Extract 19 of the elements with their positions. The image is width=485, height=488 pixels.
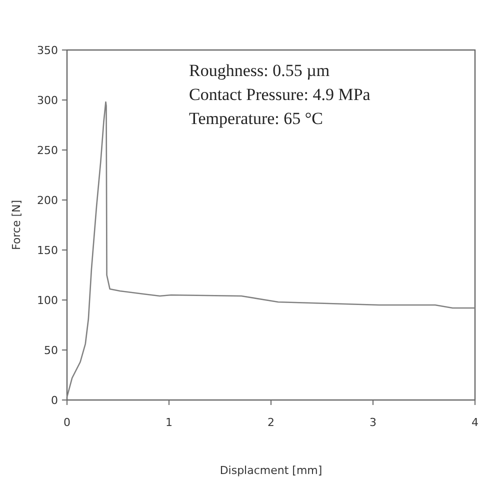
y-tick-label: 250 — [37, 144, 58, 157]
annotation: Temperature: 65 °C — [189, 109, 324, 128]
y-tick-label: 350 — [37, 44, 58, 57]
x-tick-label: 1 — [166, 416, 172, 429]
x-tick-label: 4 — [472, 416, 478, 429]
x-tick-label: 2 — [268, 416, 274, 429]
annotation: Roughness: 0.55 µm — [189, 61, 330, 80]
y-tick-label: 300 — [37, 94, 58, 107]
x-tick-label: 3 — [370, 416, 376, 429]
x-axis-title: Displacment [mm] — [220, 464, 322, 477]
y-tick-label: 150 — [37, 244, 58, 257]
x-tick-label: 0 — [64, 416, 70, 429]
y-tick-label: 50 — [44, 344, 58, 357]
y-tick-label: 200 — [37, 194, 58, 207]
y-axis-title: Force [N] — [10, 200, 23, 250]
line-series — [66, 101, 476, 398]
y-tick-label: 100 — [37, 294, 58, 307]
annotation: Contact Pressure: 4.9 MPa — [189, 85, 371, 104]
y-tick-label: 0 — [51, 394, 58, 407]
